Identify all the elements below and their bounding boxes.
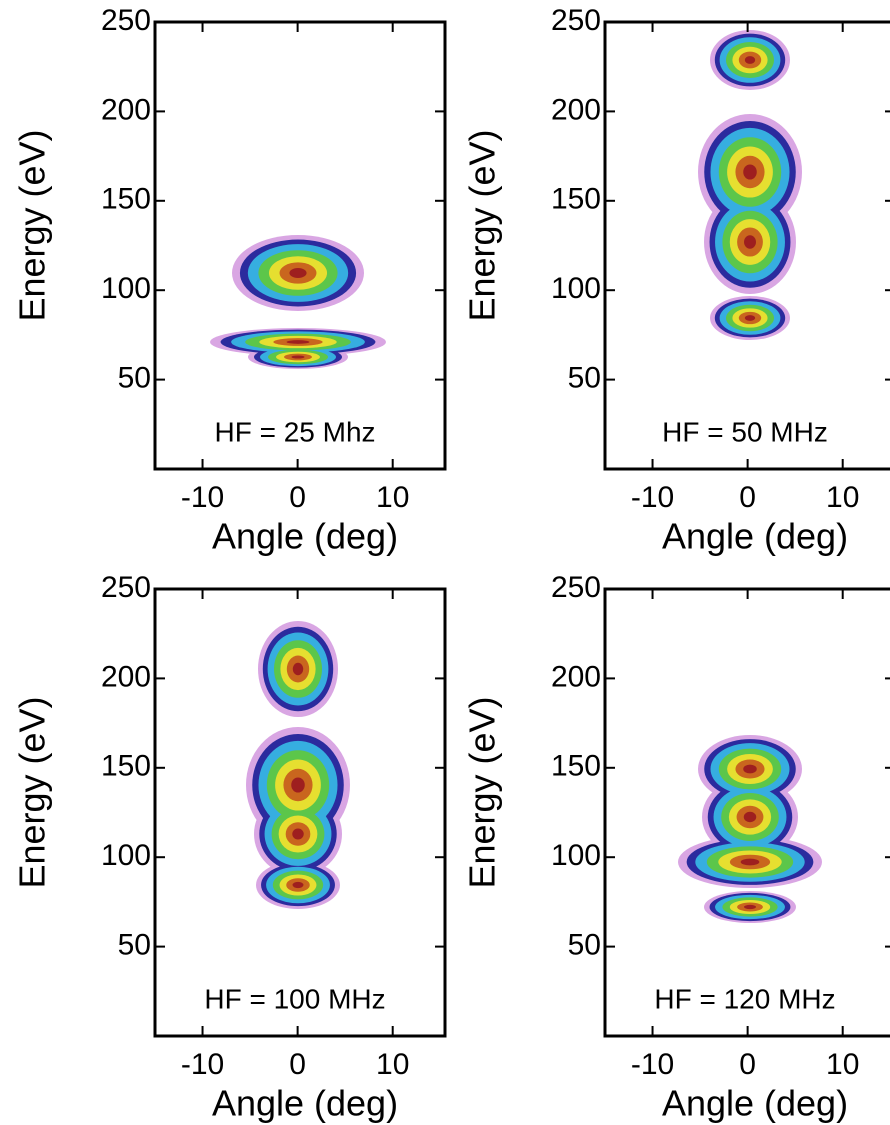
x-tick-label: -10 (631, 481, 674, 514)
plot-area (678, 735, 822, 923)
annotation-background (175, 981, 429, 1021)
x-axis-label: Angle (deg) (212, 1083, 398, 1124)
y-tick-label: 150 (101, 183, 151, 216)
y-tick-label: 100 (551, 272, 601, 305)
annotation: HF = 50 MHz (662, 416, 828, 447)
y-tick-label: 50 (568, 362, 601, 395)
x-tick-label: 10 (826, 1048, 859, 1081)
y-axis-label: Energy (eV) (12, 129, 53, 321)
contour-level (743, 764, 757, 774)
x-axis-label: Angle (deg) (662, 1083, 848, 1124)
y-tick-label: 250 (551, 4, 601, 37)
x-tick-label: 10 (826, 481, 859, 514)
contour-level (292, 662, 304, 676)
y-tick-label: 200 (551, 660, 601, 693)
y-tick-label: 100 (551, 839, 601, 872)
plot-area (698, 30, 802, 340)
contour-level (291, 355, 305, 359)
contour-level (292, 881, 304, 889)
frame (603, 587, 890, 1038)
y-tick-label: 150 (101, 750, 151, 783)
frame (153, 20, 447, 471)
frame (603, 20, 890, 471)
y-tick-label: 250 (101, 571, 151, 604)
y-axis-label: Energy (eV) (462, 129, 503, 321)
contour-level (743, 811, 757, 823)
annotation: HF = 25 Mhz (214, 416, 375, 447)
contour-level (286, 340, 310, 344)
y-tick-label: 200 (551, 93, 601, 126)
x-tick-label: -10 (181, 1048, 224, 1081)
x-tick-label: 0 (739, 481, 756, 514)
y-tick-label: 200 (101, 93, 151, 126)
contour-level (744, 56, 756, 64)
y-tick-label: 200 (101, 660, 151, 693)
annotation-background (175, 414, 429, 454)
x-tick-label: -10 (181, 481, 224, 514)
y-tick-label: 50 (118, 362, 151, 395)
x-tick-label: 10 (376, 1048, 409, 1081)
frame (153, 587, 447, 1038)
plot-area (210, 235, 386, 369)
x-axis-label: Angle (deg) (212, 516, 398, 557)
contour-level (744, 235, 756, 249)
contour-level (744, 315, 756, 321)
contour-level (743, 164, 757, 180)
y-tick-label: 100 (101, 272, 151, 305)
annotation: HF = 100 MHz (204, 983, 385, 1014)
y-tick-label: 100 (101, 839, 151, 872)
y-tick-label: 150 (551, 750, 601, 783)
x-tick-label: 0 (739, 1048, 756, 1081)
x-axis-label: Angle (deg) (662, 516, 848, 557)
annotation: HF = 120 MHz (654, 983, 835, 1014)
y-tick-label: 150 (551, 183, 601, 216)
annotation-background (625, 981, 879, 1021)
y-tick-label: 50 (568, 929, 601, 962)
annotation-background (625, 414, 879, 454)
contour-level (744, 904, 756, 910)
y-tick-label: 50 (118, 929, 151, 962)
y-axis-label: Energy (eV) (462, 696, 503, 888)
contour-level (292, 828, 304, 840)
contour-level (740, 858, 760, 866)
contour-level (289, 268, 307, 278)
plot-area (246, 621, 350, 909)
x-tick-label: 0 (289, 1048, 306, 1081)
x-tick-label: 0 (289, 481, 306, 514)
x-tick-label: -10 (631, 1048, 674, 1081)
y-axis-label: Energy (eV) (12, 696, 53, 888)
y-tick-label: 250 (101, 4, 151, 37)
contour-level (291, 777, 305, 793)
y-tick-label: 250 (551, 571, 601, 604)
x-tick-label: 10 (376, 481, 409, 514)
